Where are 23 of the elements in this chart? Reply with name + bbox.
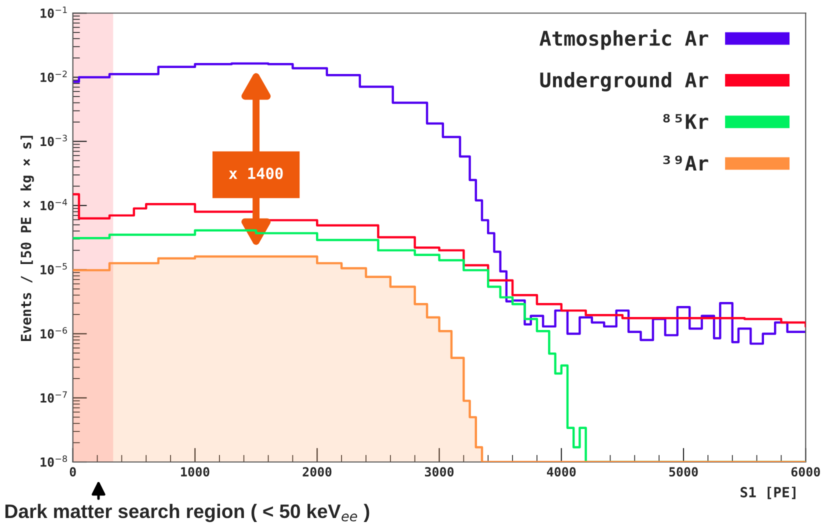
y-tick-label: 10$^{−7}$	[40, 391, 67, 403]
legend-label: ³⁹Ar	[663, 156, 708, 171]
y-tick-label: 10$^{−4}$	[40, 199, 68, 210]
y-tick-label: 10$^{−6}$	[40, 327, 68, 339]
y-tick-label: 10$^{−2}$	[40, 70, 67, 82]
annotation: x 1400	[228, 168, 283, 180]
x-tick-label: 6000	[791, 467, 820, 477]
text: Dark matter search region ( < 50 keV$_{ee}$ )	[5, 504, 370, 522]
y-tick-label: 10$^{−8}$	[40, 455, 67, 467]
x-tick-label: 2000	[302, 467, 332, 477]
y-tick-label: 10$^{−1}$	[40, 6, 67, 18]
x-tick-label: 1000	[181, 467, 210, 477]
legend-label: ⁸⁵Kr	[663, 114, 708, 129]
y-tick-label: 10$^{−3}$	[40, 134, 67, 146]
y-axis-title: Events / [50 PE × kg × s]	[20, 136, 34, 341]
y-tick-label: 10$^{−5}$	[40, 263, 67, 274]
x-tick-label: 3000	[424, 467, 454, 477]
x-axis-title: S1 [PE]	[740, 486, 796, 500]
x-tick-label: 0	[70, 467, 76, 477]
x-tick-label: 5000	[669, 467, 698, 477]
x-tick-label: 4000	[546, 467, 576, 477]
legend-label: Underground Ar	[540, 72, 708, 92]
legend-label: Atmospheric Ar	[540, 29, 708, 50]
